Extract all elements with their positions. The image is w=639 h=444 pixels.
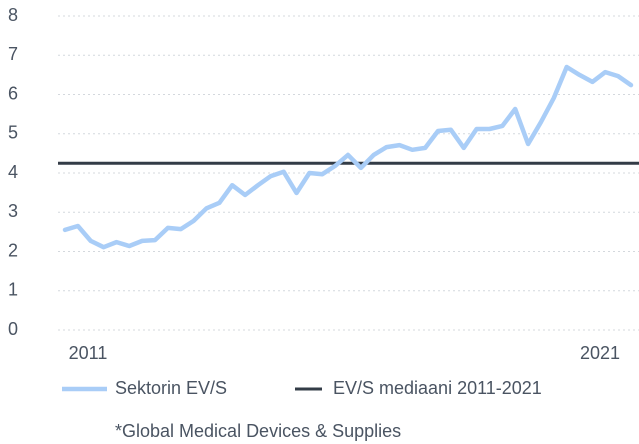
y-tick-label: 2 (8, 240, 18, 260)
legend-label: Sektorin EV/S (115, 378, 227, 398)
y-tick-label: 5 (8, 123, 18, 143)
y-tick-label: 7 (8, 44, 18, 64)
y-tick-label: 4 (8, 162, 18, 182)
y-tick-label: 8 (8, 5, 18, 25)
y-tick-label: 1 (8, 280, 18, 300)
y-tick-label: 0 (8, 319, 18, 339)
y-tick-label: 6 (8, 83, 18, 103)
series-line (62, 64, 634, 250)
footnote: *Global Medical Devices & Supplies (115, 421, 401, 441)
y-tick-label: 3 (8, 201, 18, 221)
legend-label: EV/S mediaani 2011-2021 (333, 378, 542, 398)
x-tick-label: 2011 (69, 343, 108, 363)
x-tick-label: 2021 (580, 343, 620, 363)
